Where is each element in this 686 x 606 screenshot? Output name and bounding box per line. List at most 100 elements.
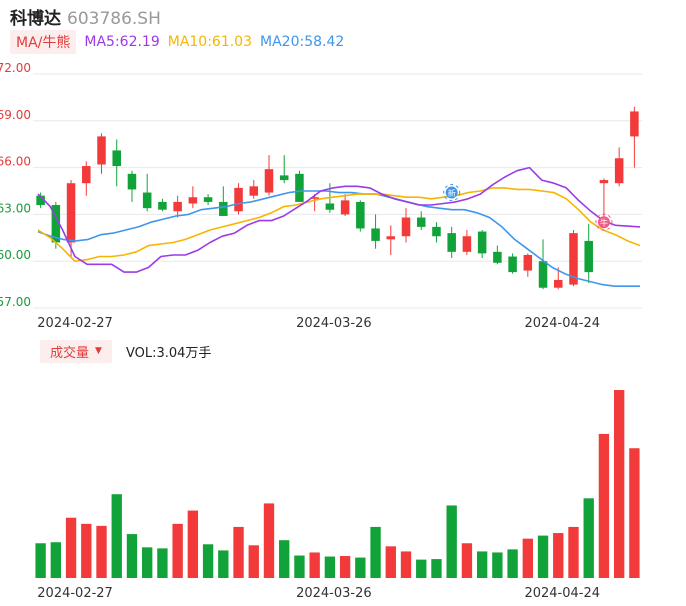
ma20-line <box>37 190 640 288</box>
candle-body <box>630 111 639 137</box>
volume-bar <box>157 548 168 578</box>
candle-body <box>82 166 91 184</box>
x-tick-label: 2024-03-26 <box>296 316 372 331</box>
volume-bar <box>537 535 549 578</box>
candle-body <box>356 201 365 229</box>
volume-bar <box>248 545 259 578</box>
volume-bar <box>309 552 320 578</box>
candle-body <box>249 186 259 196</box>
volume-bar <box>172 523 183 578</box>
x-tick-label: 2024-02-27 <box>37 586 113 601</box>
moving-average-lines <box>37 166 641 288</box>
candle-body <box>127 173 137 190</box>
header: 科博达 603786.SH <box>10 4 161 29</box>
x-tick-label: 2024-04-24 <box>524 316 600 331</box>
date-axis-labels: 2024-02-27 2024-03-26 2024-04-24 <box>37 316 600 331</box>
volume-indicator-selector[interactable]: 成交量 ▼ <box>40 339 112 363</box>
candlestick-series <box>36 106 639 290</box>
candle-body <box>234 187 243 212</box>
volume-bar <box>583 498 594 578</box>
candle-body <box>97 136 106 165</box>
volume-bar <box>96 525 107 578</box>
ma10-label: MA10:61.03 <box>167 34 253 50</box>
volume-bar <box>461 543 473 578</box>
volume-bar <box>202 544 214 578</box>
marker-ring <box>595 213 613 231</box>
candle-body <box>158 201 167 210</box>
signal-marker: 牛 <box>595 213 613 231</box>
volume-bar <box>431 559 442 578</box>
candle-body <box>112 150 122 167</box>
volume-bar <box>613 390 625 578</box>
y-tick-label: 66.00 <box>0 155 31 169</box>
volume-bar <box>263 503 275 578</box>
marker-ring <box>443 184 461 202</box>
candle-body <box>523 254 533 271</box>
volume-bar <box>187 510 199 578</box>
candle-body <box>279 175 289 181</box>
volume-bar <box>553 533 564 578</box>
volume-bar <box>568 526 579 578</box>
volume-date-axis-labels: 2024-02-27 2024-03-26 2024-04-24 <box>37 586 600 601</box>
volume-bar <box>446 505 457 578</box>
y-tick-label: 60.00 <box>0 248 31 262</box>
candle-body <box>371 228 380 241</box>
marker-dot <box>597 216 610 229</box>
volume-bar <box>218 550 229 578</box>
y-tick-label: 69.00 <box>0 108 31 122</box>
ma-indicator-selector[interactable]: MA/牛熊 <box>10 30 77 54</box>
volume-bar <box>81 523 92 578</box>
candle-body <box>386 236 396 240</box>
y-tick-label: 63.00 <box>0 201 31 215</box>
signal-marker: 新 <box>443 184 461 202</box>
candle-body <box>142 192 152 209</box>
volume-bar <box>385 546 396 578</box>
candle-body <box>51 205 61 243</box>
marker-dot <box>445 186 458 199</box>
stock-code: 603786.SH <box>67 9 161 29</box>
caret-down-icon: ▼ <box>95 346 102 356</box>
candle-body <box>173 201 182 212</box>
volume-bar <box>400 551 412 578</box>
volume-bar <box>142 547 153 578</box>
volume-bar <box>35 543 46 578</box>
ma5-label: MA5:62.19 <box>84 34 160 50</box>
candle-body <box>538 261 548 288</box>
volume-tag-label: 成交量 <box>50 345 90 361</box>
signal-markers: 新牛 <box>443 184 613 231</box>
ma20-label: MA20:58.42 <box>260 34 345 50</box>
candle-body <box>188 197 198 204</box>
volume-legend: 成交量 ▼ VOL:3.04万手 <box>40 339 211 363</box>
marker-label: 牛 <box>600 218 608 228</box>
y-tick-label: 57.00 <box>0 295 31 309</box>
candle-body <box>599 180 609 184</box>
candle-body <box>432 226 441 237</box>
candle-body <box>295 173 304 202</box>
candle-body <box>553 279 563 288</box>
volume-bar <box>507 549 518 578</box>
price-axis-labels: 72.00 69.00 66.00 63.00 60.00 57.00 <box>0 61 31 309</box>
volume-bar <box>65 517 77 578</box>
candle-body <box>340 200 350 215</box>
volume-bar <box>416 559 427 578</box>
volume-bar <box>111 494 122 578</box>
x-tick-label: 2024-02-27 <box>37 316 113 331</box>
volume-bar <box>233 526 244 578</box>
volume-bar <box>294 555 305 578</box>
stock-name: 科博达 <box>10 9 61 29</box>
volume-bar <box>522 538 533 578</box>
candle-body <box>493 251 502 263</box>
candle-body <box>36 195 45 206</box>
volume-bar <box>476 551 488 578</box>
volume-bar <box>324 556 336 578</box>
volume-bar <box>370 526 381 578</box>
y-tick-label: 72.00 <box>0 61 31 75</box>
candle-body <box>584 240 593 273</box>
candle-body <box>401 217 411 237</box>
ma-legend: MA/牛熊 MA5:62.19 MA10:61.03 MA20:58.42 <box>10 30 345 54</box>
volume-bar <box>50 542 62 578</box>
candle-body <box>203 197 213 202</box>
candle-body <box>416 217 426 227</box>
candle-body <box>462 236 472 252</box>
